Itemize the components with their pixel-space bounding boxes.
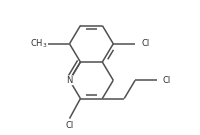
Text: Cl: Cl bbox=[65, 121, 73, 130]
Text: Cl: Cl bbox=[140, 39, 149, 48]
Text: CH$_3$: CH$_3$ bbox=[30, 38, 47, 50]
Text: N: N bbox=[66, 76, 72, 85]
Text: Cl: Cl bbox=[162, 76, 170, 85]
